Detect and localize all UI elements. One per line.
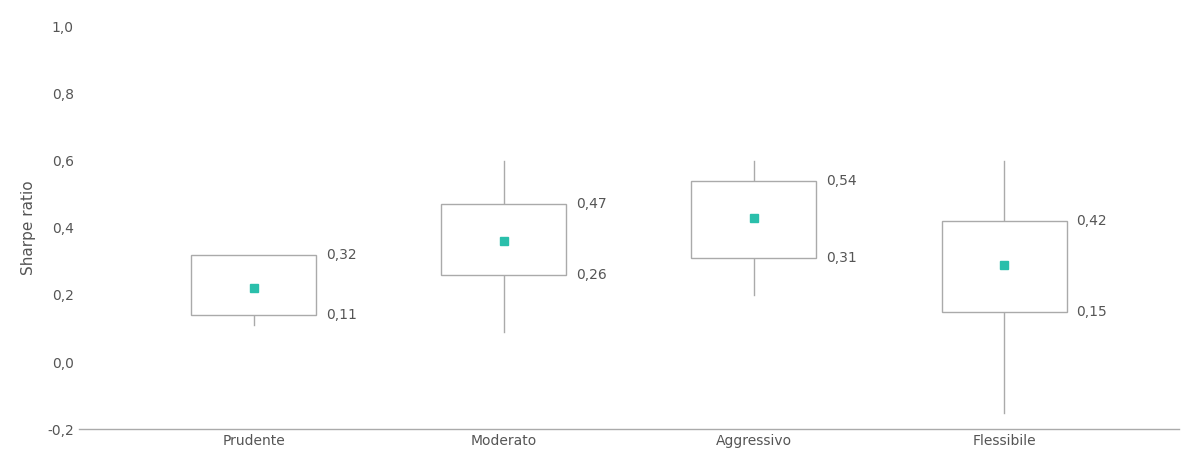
- Text: 0,31: 0,31: [827, 251, 857, 265]
- Text: 0,32: 0,32: [326, 248, 356, 262]
- FancyBboxPatch shape: [942, 221, 1067, 312]
- Text: 0,11: 0,11: [326, 308, 358, 322]
- Text: 0,15: 0,15: [1076, 305, 1108, 319]
- FancyBboxPatch shape: [442, 204, 566, 275]
- Text: 0,54: 0,54: [827, 174, 857, 188]
- Text: 0,42: 0,42: [1076, 214, 1108, 228]
- Text: 0,47: 0,47: [576, 197, 607, 212]
- Y-axis label: Sharpe ratio: Sharpe ratio: [20, 181, 36, 275]
- FancyBboxPatch shape: [191, 255, 316, 315]
- Text: 0,26: 0,26: [576, 268, 607, 282]
- FancyBboxPatch shape: [691, 181, 816, 258]
